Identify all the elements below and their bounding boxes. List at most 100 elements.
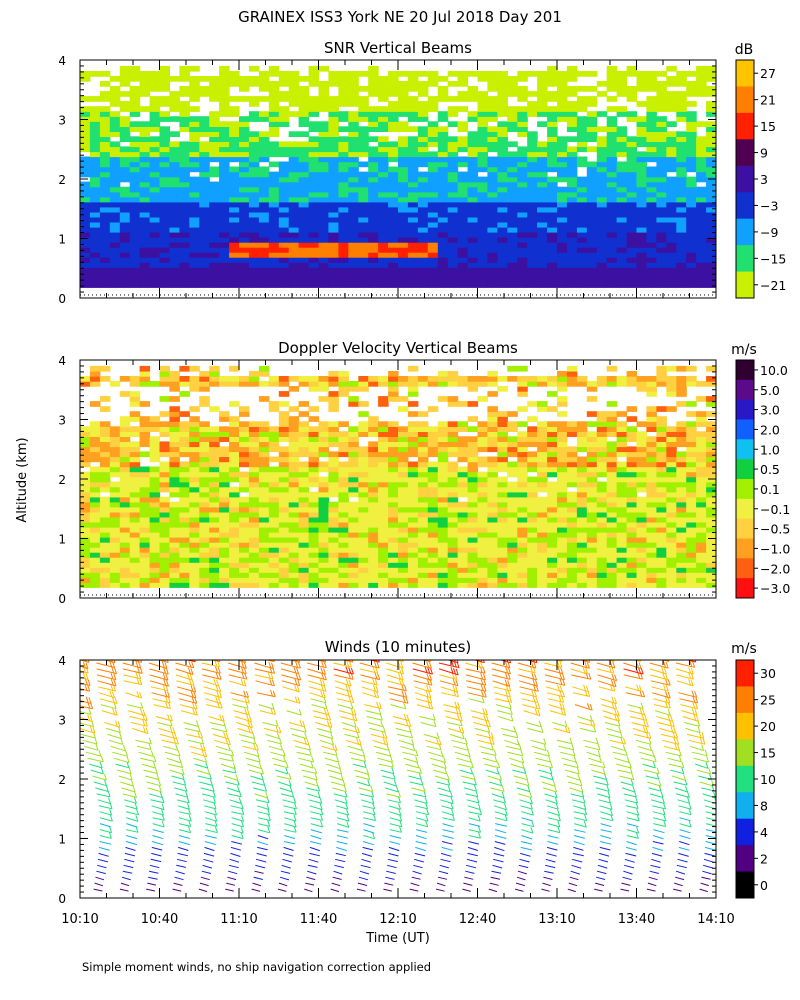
snr-cell: [139, 171, 151, 178]
snr-cell: [626, 252, 638, 258]
doppler-cell: [646, 471, 657, 478]
snr-cell: [89, 126, 101, 132]
snr-cell: [557, 257, 568, 263]
snr-cell: [407, 166, 419, 173]
snr-cell: [656, 231, 667, 238]
doppler-cell: [219, 481, 230, 488]
doppler-cell: [209, 542, 220, 548]
doppler-cell: [268, 562, 280, 568]
doppler-cell: [666, 365, 677, 372]
snr-cell: [109, 161, 121, 168]
doppler-cell: [129, 456, 141, 463]
snr-x-axis: [79, 60, 717, 298]
doppler-cell: [179, 496, 190, 503]
doppler-cell: [99, 511, 111, 518]
snr-cell: [517, 231, 528, 238]
snr-cell: [586, 166, 598, 173]
doppler-cell: [159, 471, 170, 478]
snr-cell: [507, 211, 518, 218]
doppler-cell: [169, 441, 180, 448]
snr-cell: [417, 262, 429, 268]
snr-cell: [636, 252, 647, 258]
snr-cell: [239, 166, 250, 173]
doppler-cell: [388, 476, 399, 483]
snr-cell: [437, 272, 449, 278]
doppler-cell: [119, 476, 131, 483]
doppler-cell: [606, 501, 618, 508]
snr-cell: [666, 226, 677, 233]
doppler-cell: [427, 557, 439, 563]
snr-cell: [566, 146, 578, 153]
doppler-cell: [109, 381, 121, 387]
snr-cell: [557, 146, 568, 153]
doppler-cell: [179, 381, 190, 387]
snr-cell: [646, 171, 657, 178]
snr-cell: [308, 277, 320, 283]
doppler-cell: [686, 446, 697, 453]
snr-cell: [636, 121, 647, 127]
snr-cell: [368, 151, 379, 158]
snr-cell: [189, 196, 200, 203]
doppler-cell: [139, 471, 151, 478]
doppler-cell: [258, 526, 270, 533]
doppler-cell: [616, 491, 628, 498]
doppler-cell: [278, 521, 290, 528]
doppler-cell: [517, 531, 528, 538]
doppler-cell: [696, 411, 707, 417]
doppler-cell: [537, 557, 548, 563]
doppler-cell: [109, 431, 121, 437]
snr-cell: [407, 86, 419, 92]
snr-cell: [636, 216, 647, 223]
snr-cell: [696, 156, 707, 163]
snr-cell: [427, 221, 439, 228]
doppler-cell: [686, 496, 697, 503]
snr-cell: [199, 86, 210, 92]
snr-cell: [616, 81, 628, 87]
snr-cell: [527, 136, 538, 142]
doppler-cell: [149, 537, 161, 543]
doppler-cell: [437, 567, 449, 573]
snr-cell: [487, 242, 498, 248]
doppler-cell: [497, 461, 508, 468]
snr-cell: [189, 257, 200, 263]
snr-cell: [119, 282, 131, 288]
snr-cell: [129, 151, 141, 158]
snr-cell: [636, 176, 647, 183]
snr-cell: [437, 252, 449, 258]
snr-cell: [119, 201, 131, 208]
snr-cell: [159, 161, 170, 168]
snr-cell: [278, 226, 290, 233]
snr-cell: [278, 231, 290, 238]
snr-cell: [467, 131, 479, 137]
snr-cell: [427, 226, 439, 233]
snr-cell: [477, 181, 488, 188]
snr-cell: [159, 131, 170, 137]
snr-cell: [298, 206, 310, 213]
doppler-cell: [676, 572, 687, 578]
snr-cell: [457, 257, 469, 263]
doppler-cell: [596, 471, 608, 478]
snr-cell: [656, 237, 667, 243]
doppler-cell: [219, 456, 230, 463]
snr-cell: [308, 71, 320, 77]
snr-cell: [487, 176, 498, 183]
snr-cell: [229, 141, 240, 148]
doppler-cell: [348, 537, 359, 543]
snr-cell: [258, 226, 270, 233]
snr-cell: [99, 257, 111, 263]
doppler-cell: [457, 376, 469, 382]
snr-cell: [149, 86, 161, 92]
snr-cell: [338, 186, 349, 193]
doppler-cell: [566, 481, 578, 488]
snr-cell: [239, 96, 250, 102]
doppler-cell: [268, 557, 280, 563]
snr-cell: [149, 201, 161, 208]
doppler-cell: [99, 526, 111, 533]
snr-cell: [646, 96, 657, 102]
snr-cell: [219, 226, 230, 233]
snr-cell: [547, 267, 558, 273]
doppler-cell: [338, 386, 349, 392]
snr-cell: [348, 262, 359, 268]
doppler-cell: [268, 466, 280, 473]
doppler-cell: [467, 511, 479, 518]
